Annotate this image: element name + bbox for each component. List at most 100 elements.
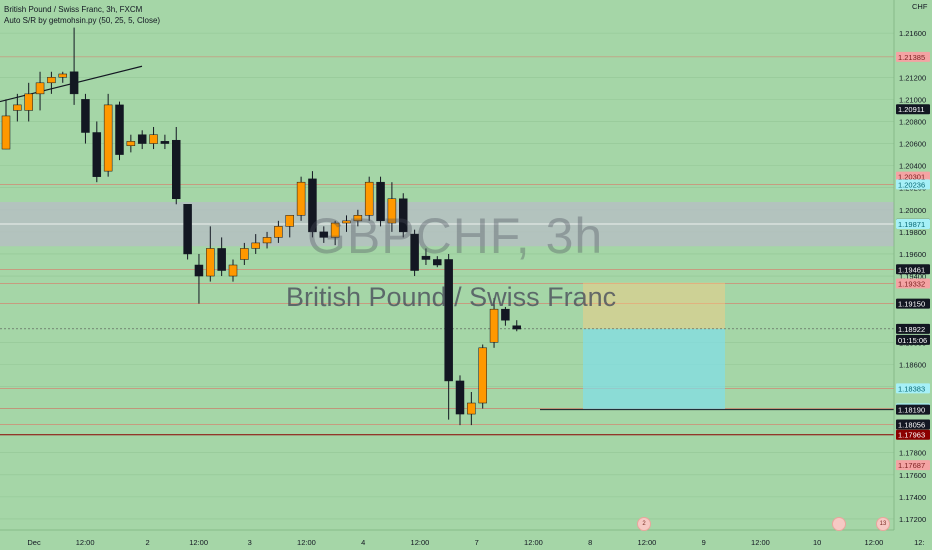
price-label: 1.20301 [898, 173, 925, 182]
candle[interactable] [58, 73, 67, 78]
price-label: 1.18922 [898, 325, 925, 334]
candle[interactable] [69, 71, 79, 95]
price-label-badge [896, 51, 930, 62]
y-tick-label: 1.21000 [899, 95, 926, 104]
x-tick-label: 12:00 [76, 538, 95, 547]
candle[interactable] [353, 215, 363, 222]
candle[interactable] [137, 134, 147, 144]
candle[interactable] [103, 104, 113, 172]
candle[interactable] [24, 93, 33, 111]
countdown-label: 01:15:06 [898, 336, 927, 345]
candle[interactable] [262, 237, 272, 244]
price-label-badge [896, 298, 930, 309]
price-label: 1.19871 [898, 220, 925, 229]
candle[interactable] [512, 325, 521, 330]
candle[interactable] [172, 139, 181, 200]
candle[interactable] [183, 204, 192, 255]
time-axis[interactable] [0, 530, 932, 550]
candle[interactable] [206, 248, 215, 277]
candle[interactable] [342, 220, 351, 224]
event-count: 2 [642, 521, 646, 527]
candle[interactable] [489, 308, 499, 343]
candle[interactable] [444, 259, 453, 382]
y-tick-label: 1.21600 [899, 29, 926, 38]
candle[interactable] [228, 264, 238, 277]
x-tick-label: 8 [588, 538, 592, 547]
candle[interactable] [308, 178, 317, 233]
y-tick-label: 1.17600 [899, 471, 926, 480]
y-tick-label: 1.17800 [899, 449, 926, 458]
x-tick-label: 12:00 [411, 538, 430, 547]
indicator-label[interactable]: Auto S/R by getmohsin.py (50, 25, 5, Clo… [4, 16, 161, 25]
candle[interactable] [319, 231, 329, 238]
countdown-badge [896, 334, 930, 345]
x-tick-label: 3 [248, 538, 252, 547]
y-tick-label: 1.17400 [899, 493, 926, 502]
candle[interactable] [217, 248, 226, 271]
x-tick-label: 12:00 [865, 538, 884, 547]
candle[interactable] [81, 99, 90, 133]
candle[interactable] [433, 259, 442, 266]
candle[interactable] [194, 264, 204, 277]
price-label-badge [896, 460, 930, 471]
candle[interactable] [421, 255, 431, 260]
price-label-badge [896, 264, 930, 275]
candle[interactable] [1, 115, 11, 150]
x-tick-label: 12:00 [524, 538, 543, 547]
x-tick-label: 7 [475, 538, 479, 547]
y-tick-label: 1.20400 [899, 162, 926, 171]
candle[interactable] [13, 104, 22, 111]
candle[interactable] [47, 77, 56, 84]
price-label-badge [896, 419, 930, 430]
candle[interactable] [126, 141, 136, 146]
price-label: 1.19461 [898, 265, 925, 274]
price-label: 1.18056 [898, 420, 925, 429]
y-tick-label: 1.19600 [899, 250, 926, 259]
event-icon[interactable]: 2 [637, 517, 651, 531]
candle[interactable] [501, 308, 510, 321]
price-label: 1.17963 [898, 431, 925, 440]
candle[interactable] [35, 82, 45, 95]
candle[interactable] [410, 233, 419, 271]
candle[interactable] [296, 181, 306, 216]
price-label-badge [896, 429, 930, 440]
candle[interactable] [478, 347, 487, 404]
price-label-badge [896, 179, 930, 190]
event-icon[interactable]: 13 [876, 517, 890, 531]
event-icon[interactable] [832, 517, 846, 531]
stop-zone[interactable] [583, 282, 725, 329]
price-label: 1.19150 [898, 300, 925, 309]
candle[interactable] [160, 141, 170, 144]
candle[interactable] [399, 198, 408, 233]
candle[interactable] [240, 248, 249, 260]
candle[interactable] [330, 222, 340, 238]
y-tick-label: 1.18600 [899, 360, 926, 369]
candle[interactable] [149, 134, 158, 144]
price-label: 1.21385 [898, 53, 925, 62]
event-count: 13 [879, 521, 887, 527]
candle[interactable] [285, 215, 294, 227]
symbol-description-watermark: British Pound / Swiss Franc [286, 282, 617, 312]
candle[interactable] [364, 181, 374, 216]
target-zone[interactable] [583, 328, 725, 410]
x-tick-label: 2 [145, 538, 149, 547]
candle[interactable] [274, 226, 283, 238]
price-axis[interactable] [894, 0, 932, 550]
y-tick-label: 1.20600 [899, 140, 926, 149]
candle[interactable] [92, 132, 102, 177]
x-tick-label: 12:00 [638, 538, 657, 547]
candle[interactable] [376, 181, 385, 222]
price-label: 1.19332 [898, 280, 925, 289]
candle[interactable] [115, 104, 124, 155]
y-tick-label: 1.19800 [899, 228, 926, 237]
candle[interactable] [467, 402, 476, 415]
x-tick-label: 12: [914, 538, 924, 547]
candle[interactable] [251, 242, 260, 249]
candle[interactable] [387, 198, 397, 224]
candle[interactable] [455, 380, 465, 415]
price-label-badge [896, 278, 930, 289]
chart-title: British Pound / Swiss Franc, 3h, FXCM [4, 5, 143, 14]
x-tick-label: 4 [361, 538, 365, 547]
